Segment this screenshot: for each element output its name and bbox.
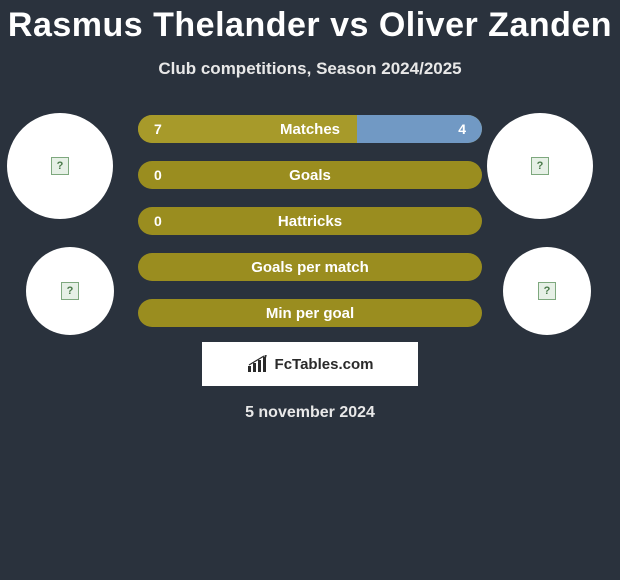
logo-text: FcTables.com xyxy=(275,356,374,373)
placeholder-image-icon xyxy=(61,282,79,300)
logo-box: FcTables.com xyxy=(202,342,418,386)
page-subtitle: Club competitions, Season 2024/2025 xyxy=(0,59,620,79)
player2-photo-avatar xyxy=(503,247,591,335)
placeholder-image-icon xyxy=(51,157,69,175)
stat-bar: Matches74 xyxy=(138,115,482,143)
stat-bar: Hattricks0 xyxy=(138,207,482,235)
stat-bars: Matches74Goals0Hattricks0Goals per match… xyxy=(138,115,482,345)
fctables-logo-icon xyxy=(247,355,269,373)
player2-club-avatar xyxy=(487,113,593,219)
stat-value-left: 0 xyxy=(154,161,162,189)
stat-bar: Goals0 xyxy=(138,161,482,189)
stat-value-right: 4 xyxy=(458,115,466,143)
snapshot-date: 5 november 2024 xyxy=(0,404,620,422)
player1-club-avatar xyxy=(7,113,113,219)
stat-bar: Min per goal xyxy=(138,299,482,327)
stat-value-left: 7 xyxy=(154,115,162,143)
player1-photo-avatar xyxy=(26,247,114,335)
comparison-panel: Matches74Goals0Hattricks0Goals per match… xyxy=(0,109,620,489)
stat-bar: Goals per match xyxy=(138,253,482,281)
placeholder-image-icon xyxy=(538,282,556,300)
placeholder-image-icon xyxy=(531,157,549,175)
stat-value-left: 0 xyxy=(154,207,162,235)
page-title: Rasmus Thelander vs Oliver Zanden xyxy=(0,0,620,45)
